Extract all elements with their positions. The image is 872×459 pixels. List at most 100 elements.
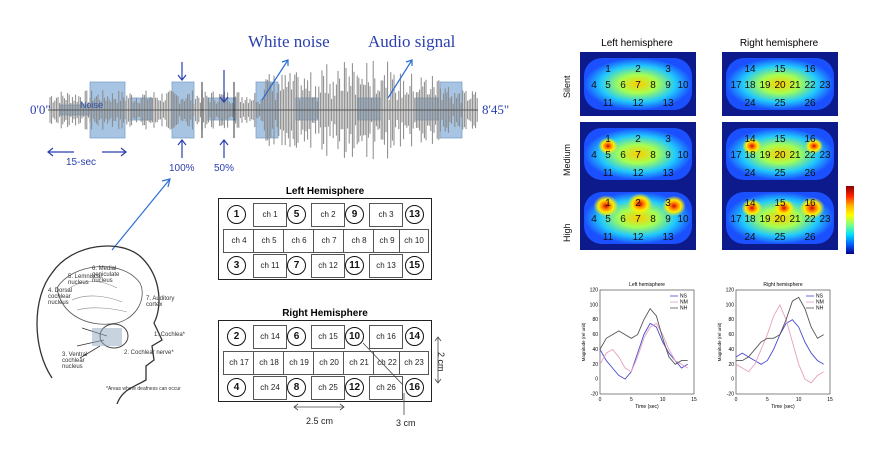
label-noise: Noise [80, 100, 104, 110]
x-axis-label: Time (sec) [635, 404, 659, 410]
heatmap-channel-number: 18 [744, 80, 756, 91]
heatmap-col-left-title: Left hemisphere [601, 38, 673, 49]
heatmap-channel-number: 2 [635, 198, 641, 209]
channel-10: ch 10 [399, 229, 429, 253]
heatmap-channel-number: 10 [677, 214, 689, 225]
heatmap-channel-number: 16 [804, 64, 816, 75]
channel-22: ch 22 [373, 351, 401, 375]
heatmap-channel-number: 15 [774, 64, 786, 75]
legend-label-NM: NM [816, 300, 824, 306]
x-axis-label: Time (sec) [771, 404, 795, 410]
heatmap-channel-number: 4 [591, 150, 597, 161]
arrow-100-bottom [177, 139, 187, 158]
anatomy-label-lemniscal: 5. Lemniscal nucleus [68, 274, 102, 286]
channel-23: ch 23 [399, 351, 429, 375]
channel-26: ch 26 [369, 376, 403, 400]
heatmap-channel-number: 22 [804, 150, 816, 161]
heatmap-channel-number: 21 [789, 80, 801, 91]
heatmap-channel-number: 11 [603, 232, 614, 243]
heatmap-channel-number: 12 [632, 98, 644, 109]
probe-6: 6 [287, 327, 306, 346]
heatmap-channel-number: 10 [677, 80, 689, 91]
heatmap-channel-number: 11 [603, 98, 614, 109]
heatmap-channel-number: 26 [804, 168, 816, 179]
heatmap-channel-number: 6 [620, 150, 626, 161]
heatmap-high-right: 14 15 16 17 18 19 20 21 22 23 24 25 26 [722, 186, 838, 250]
probe-10: 10 [345, 327, 364, 346]
heatmap-channel-number: 25 [774, 232, 786, 243]
label-50-percent: 50% [214, 163, 235, 174]
legend-label-NH: NH [680, 306, 688, 312]
left-hemisphere-title: Left Hemisphere [285, 186, 365, 197]
channel-5: ch 5 [253, 229, 285, 253]
y-tick-label: -20 [591, 392, 598, 398]
stimulus-waveform [47, 59, 478, 160]
heatmap-channel-number: 13 [662, 98, 674, 109]
heatmap-channel-number: 3 [665, 64, 671, 75]
channel-15: ch 15 [311, 325, 345, 349]
heatmap-channel-number: 16 [804, 198, 816, 209]
channel-4: ch 4 [223, 229, 255, 253]
anatomy-label-cochlea: 1. Cochlea* [154, 332, 186, 338]
x-tick-label: 10 [796, 397, 802, 403]
heatmap-channel-number: 3 [665, 134, 671, 145]
heatmap-channel-number: 9 [665, 150, 671, 161]
probe-5: 5 [287, 205, 306, 224]
heatmap-channel-number: 1 [605, 64, 611, 75]
heatmap-channel-number: 5 [605, 214, 611, 225]
y-tick-label: 40 [592, 347, 598, 353]
probe-1: 1 [227, 205, 246, 224]
x-tick-label: 5 [630, 397, 633, 403]
dim-width-label: 2.5 cm [306, 416, 334, 426]
heatmap-row-silent: Silent [562, 75, 572, 98]
x-tick-label: 5 [766, 397, 769, 403]
heatmap-channel-number: 11 [603, 168, 614, 179]
heatmap-channel-number: 22 [804, 214, 816, 225]
probe-2: 2 [227, 327, 246, 346]
legend-label-NS: NS [816, 294, 824, 300]
heatmap-channel-number: 8 [650, 80, 656, 91]
chart-title: Left hemisphere [629, 282, 665, 288]
probe-8: 8 [287, 378, 306, 397]
series-line-NM [735, 303, 824, 384]
y-tick-label: 20 [728, 362, 734, 368]
label-white-noise: White noise [248, 32, 330, 51]
y-tick-label: 80 [592, 317, 598, 323]
heatmap-channel-number: 13 [662, 168, 674, 179]
heatmap-silent-right: 14 15 16 17 18 19 20 21 22 23 24 25 26 [722, 52, 838, 116]
heatmap-channel-number: 1 [605, 134, 611, 145]
heatmap-channel-number: 19 [759, 80, 771, 91]
left-hemisphere-probe: 1 ch 1 5 ch 2 9 ch 3 13 ch 4 ch 5 ch 6 c… [218, 198, 432, 280]
channel-1: ch 1 [253, 203, 287, 227]
probe-15: 15 [405, 256, 424, 275]
heatmap-channel-number: 3 [665, 198, 671, 209]
heatmap-channel-number: 26 [804, 98, 816, 109]
brain-to-waveform-arrow [111, 178, 171, 251]
x-tick-label: 15 [691, 397, 697, 403]
legend-label-NH: NH [816, 306, 824, 312]
heatmap-channel-number: 2 [635, 64, 641, 75]
channel-20: ch 20 [313, 351, 345, 375]
channel-9: ch 9 [373, 229, 401, 253]
anatomy-label-dorsal-cochlear: 4. Dorsal cochlear nucleus [48, 288, 73, 306]
legend-label-NM: NM [680, 300, 688, 306]
heatmap-channel-number: 14 [744, 64, 756, 75]
channel-16: ch 16 [369, 325, 403, 349]
heatmap-channel-number: 21 [789, 214, 801, 225]
channel-21: ch 21 [343, 351, 375, 375]
heatmap-channel-number: 20 [774, 150, 786, 161]
y-tick-label: 0 [595, 377, 598, 383]
heatmap-col-right-title: Right hemisphere [739, 38, 819, 49]
heatmap-channel-number: 8 [650, 214, 656, 225]
heatmap-channel-number: 24 [744, 232, 756, 243]
heatmap-channel-number: 12 [632, 168, 644, 179]
heatmap-channel-number: 1 [605, 198, 611, 209]
heatmap-channel-number: 15 [774, 134, 786, 145]
heatmap-channel-number: 23 [819, 150, 831, 161]
anatomy-figure: 5. Lemniscal nucleus 6. Medial geniculat… [22, 228, 192, 405]
x-tick-label: 10 [660, 397, 666, 403]
heatmap-channel-number: 8 [650, 150, 656, 161]
heatmap-channel-number: 18 [744, 150, 756, 161]
